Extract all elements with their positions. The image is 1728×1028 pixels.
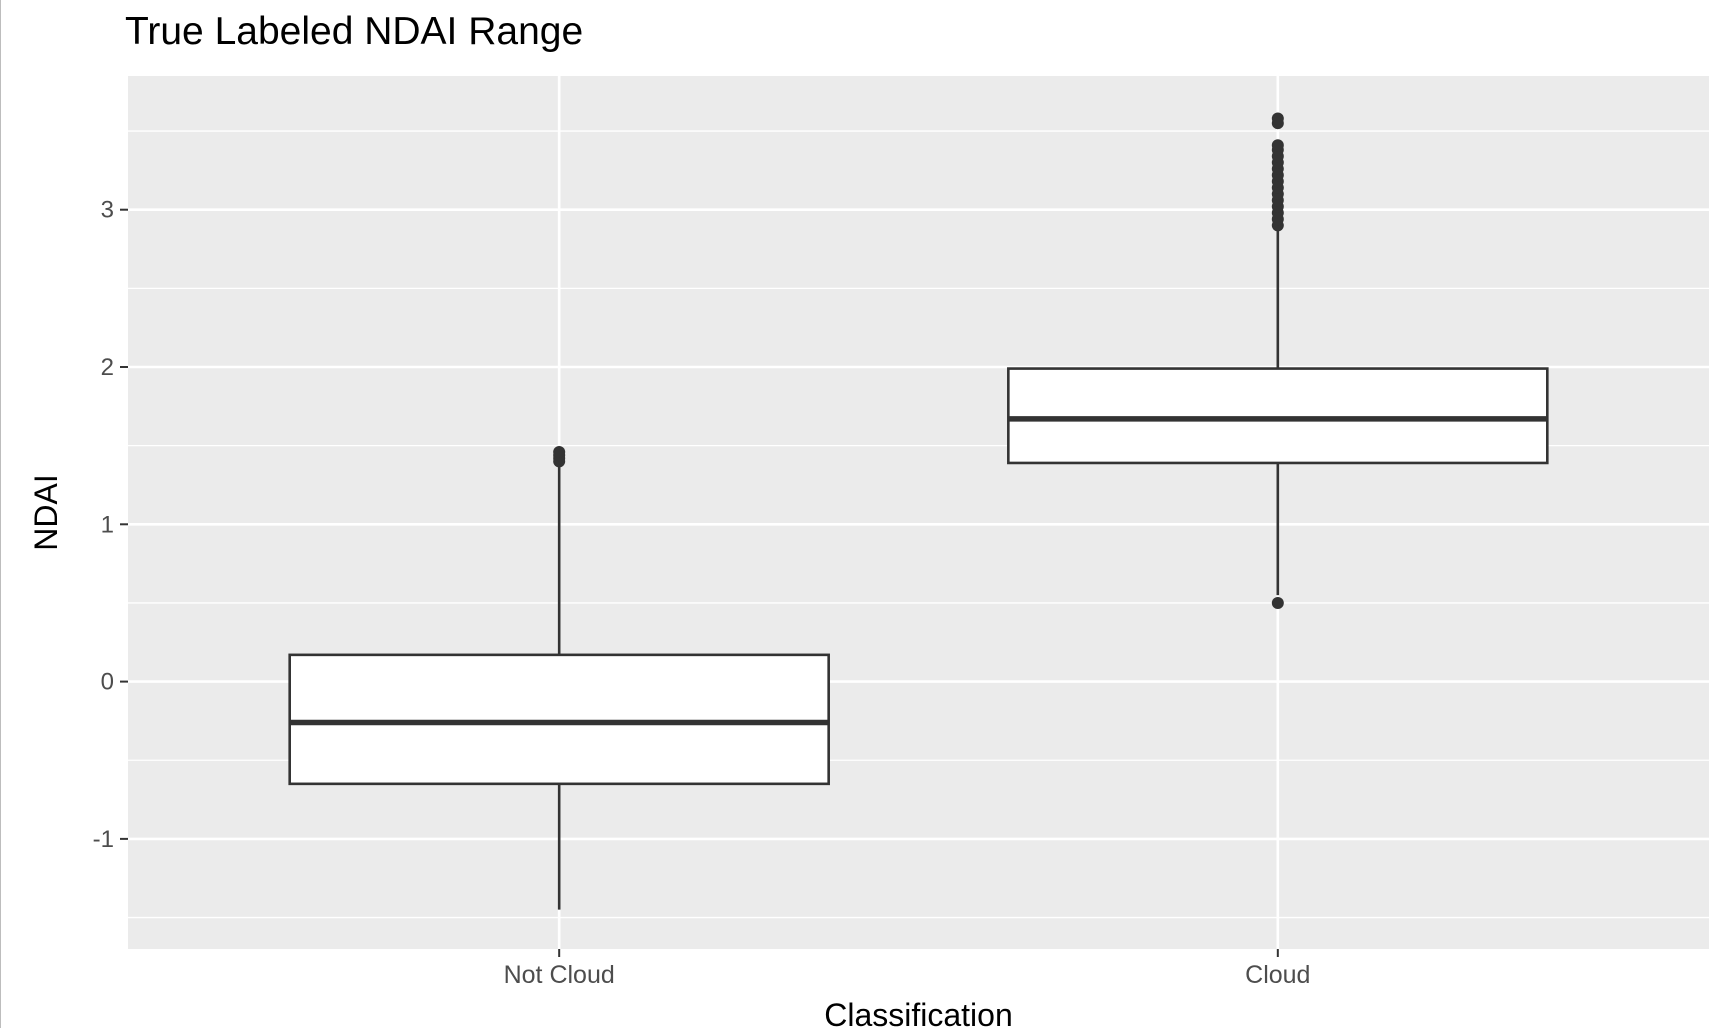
outlier-point (1271, 112, 1284, 125)
x-tick-label: Not Cloud (504, 961, 615, 989)
y-tick-label: 2 (101, 354, 114, 381)
y-axis-title: NDAI (28, 474, 64, 550)
y-tick-label: 1 (101, 511, 114, 538)
box-iqr (1007, 367, 1549, 465)
y-axis: -1 0 1 2 3 (93, 197, 128, 853)
frame-edge (0, 0, 1, 1028)
grid-major (128, 76, 1709, 949)
x-axis: Not Cloud Cloud (504, 949, 1310, 989)
boxes-layer (288, 112, 1549, 910)
y-tick-label: 3 (101, 197, 114, 224)
x-tick-label: Cloud (1245, 961, 1310, 989)
y-tick-label: 0 (101, 669, 114, 696)
outlier-point (1271, 596, 1284, 609)
outlier-point (1271, 139, 1284, 152)
box-iqr (288, 653, 830, 786)
box-cloud (1007, 112, 1549, 609)
x-axis-title: Classification (824, 997, 1013, 1028)
chart-title: True Labeled NDAI Range (125, 10, 584, 53)
outlier-point (553, 445, 566, 458)
plot-panel (128, 76, 1709, 949)
box-not-cloud (288, 445, 830, 910)
y-tick-label: -1 (93, 826, 114, 853)
